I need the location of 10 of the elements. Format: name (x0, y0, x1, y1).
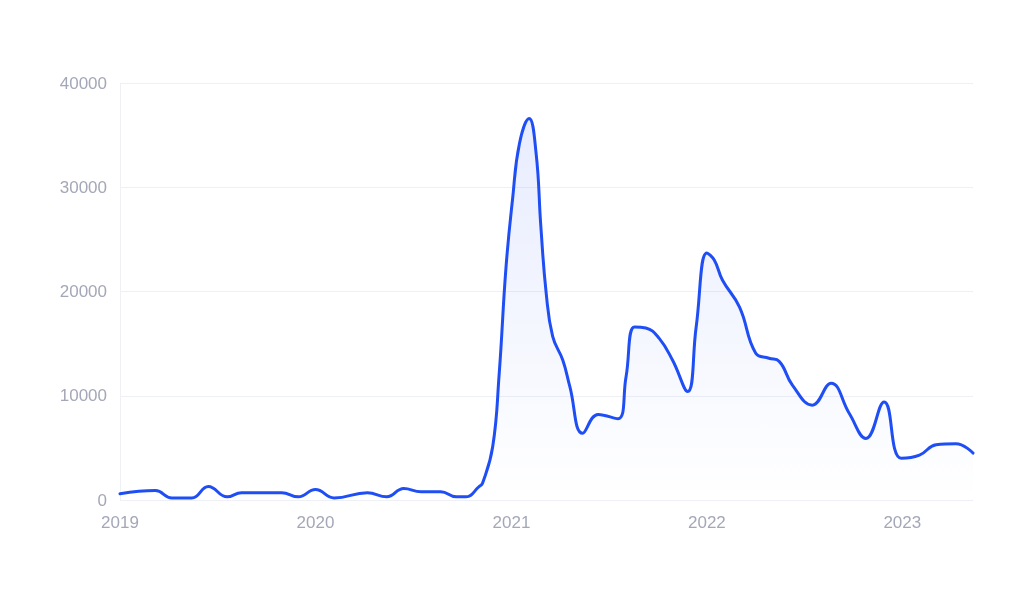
y-tick-label: 10000 (59, 386, 107, 406)
x-tick-label: 2021 (492, 513, 531, 532)
y-tick-label: 40000 (59, 73, 107, 93)
y-tick-label: 20000 (59, 282, 107, 301)
y-tick-label: 0 (97, 490, 107, 510)
x-tick-label: 2022 (687, 513, 726, 532)
y-tick-label: 30000 (59, 177, 107, 197)
x-tick-label: 2023 (883, 513, 922, 532)
x-tick-label: 2019 (101, 513, 139, 532)
x-tick-label: 2020 (296, 513, 335, 532)
